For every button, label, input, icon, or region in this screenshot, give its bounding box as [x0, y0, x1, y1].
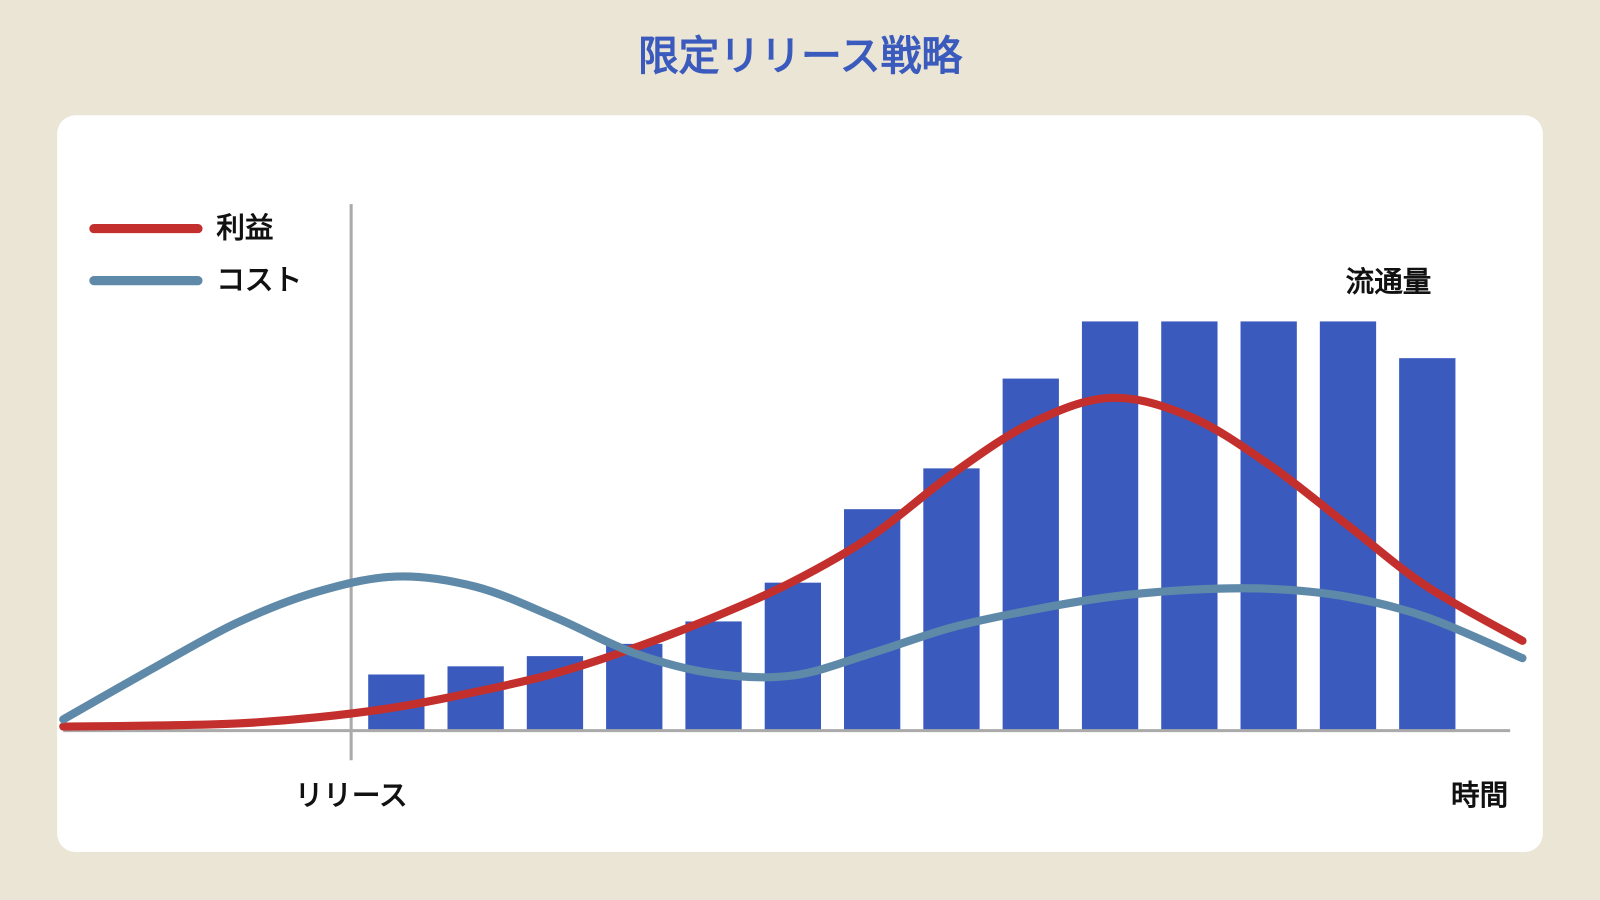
bar-label: 流通量	[1346, 265, 1432, 299]
release-label: リリース	[295, 778, 408, 812]
bar	[1399, 358, 1456, 730]
line-series	[59, 393, 1527, 731]
legend-label: 利益	[216, 211, 273, 245]
line-series	[59, 572, 1527, 724]
bar	[1081, 321, 1139, 730]
bar	[1240, 321, 1297, 730]
x-axis-label: 時間	[1451, 778, 1508, 812]
legend-label: コスト	[216, 263, 302, 297]
bar	[1161, 321, 1218, 730]
bar	[923, 468, 980, 730]
bar	[844, 509, 901, 730]
bar	[764, 582, 822, 730]
chart-title: 限定リリース戦略	[638, 32, 964, 80]
